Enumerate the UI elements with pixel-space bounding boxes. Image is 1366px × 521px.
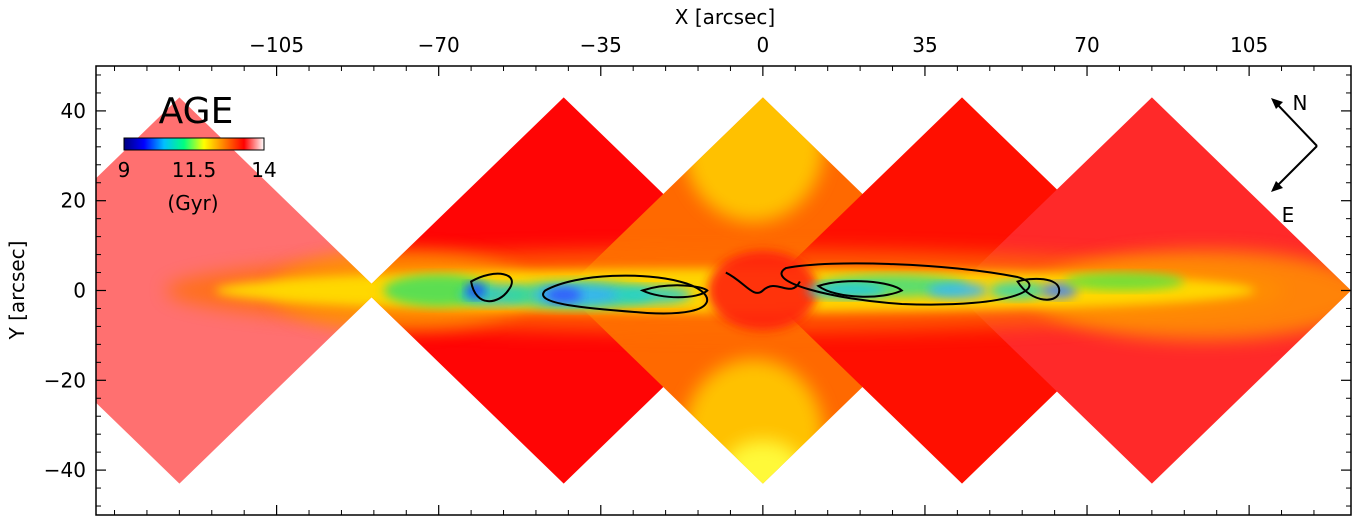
axis-ticks <box>96 66 1351 515</box>
age-map-layer <box>96 97 1351 484</box>
y-tick-label: −40 <box>44 458 86 482</box>
age-region-central-bottom-tip <box>722 440 803 484</box>
age-region-young-3 <box>465 282 486 299</box>
dust-contour-7 <box>1016 277 1061 301</box>
colorbar-ticks: 9 11.5 14 <box>118 158 277 182</box>
colorbar: AGE 9 11.5 14 (Gyr) <box>118 91 277 215</box>
x-axis-label: X [arcsec] <box>675 5 775 29</box>
x-tick-label: 35 <box>912 33 937 57</box>
age-region-young-13 <box>1064 272 1185 291</box>
dust-contour-3 <box>639 284 709 299</box>
dust-contour-5 <box>780 262 1031 306</box>
compass-east-label: E <box>1282 203 1295 227</box>
colorbar-tick-label: 9 <box>118 158 131 182</box>
dust-contour-1 <box>470 272 513 303</box>
y-tick-labels: 40 20 0 −20 −40 <box>44 99 86 482</box>
y-tick-label: 0 <box>73 279 86 303</box>
compass-north-label: N <box>1293 91 1308 115</box>
dust-contour-6 <box>816 280 904 298</box>
age-region-young-6 <box>545 286 582 303</box>
x-tick-label: −70 <box>418 33 460 57</box>
age-region-young-11 <box>989 281 1046 300</box>
x-tick-label: 105 <box>1230 33 1268 57</box>
age-region-young-10 <box>927 282 988 299</box>
colorbar-tick-label: 14 <box>251 158 276 182</box>
x-tick-label: 70 <box>1074 33 1099 57</box>
y-tick-label: 40 <box>61 99 86 123</box>
compass-east-arrowhead <box>1271 181 1283 192</box>
x-tick-label: −35 <box>580 33 622 57</box>
compass-east-arrow <box>1276 145 1318 187</box>
x-tick-label: −105 <box>249 33 304 57</box>
colorbar-tick-label: 11.5 <box>172 158 217 182</box>
dust-contours <box>470 262 1061 315</box>
x-tick-label: 0 <box>756 33 769 57</box>
y-axis-label: Y [arcsec] <box>5 241 29 341</box>
colorbar-title: AGE <box>159 91 234 132</box>
dust-contour-4 <box>725 271 801 294</box>
compass-north-arrow <box>1276 103 1318 147</box>
colorbar-unit: (Gyr) <box>167 191 218 215</box>
colorbar-gradient <box>123 137 265 151</box>
compass-north-arrowhead <box>1271 98 1283 109</box>
dust-contour-2 <box>542 274 709 315</box>
compass: N E <box>1271 91 1318 227</box>
y-tick-label: −20 <box>44 368 86 392</box>
y-tick-label: 20 <box>61 189 86 213</box>
x-tick-labels: −105 −70 −35 0 35 70 105 <box>249 33 1268 57</box>
